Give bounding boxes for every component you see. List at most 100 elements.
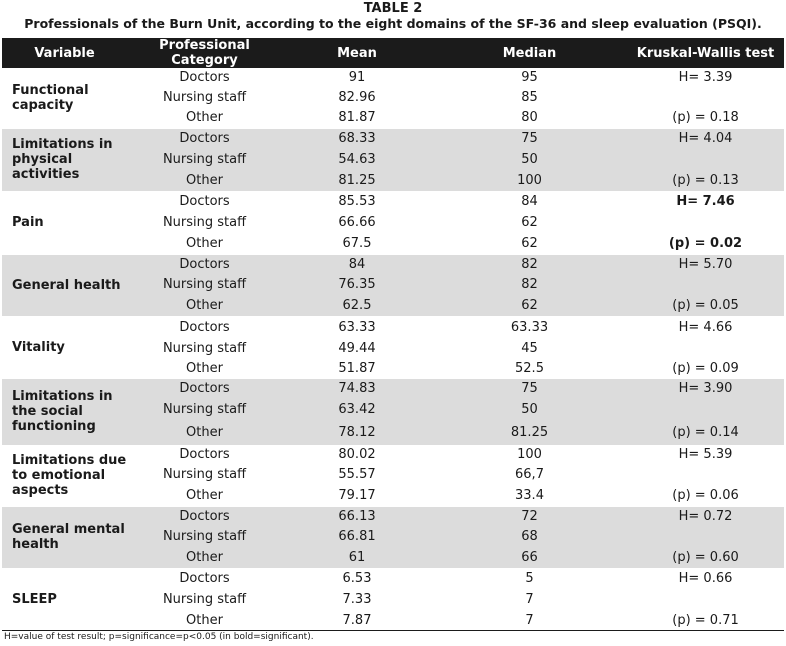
mean-cell: 85.53 — [282, 190, 432, 212]
median-cell: 33.4 — [515, 487, 544, 503]
kruskal-wallis-cell: (p) = 0.60 — [627, 547, 784, 568]
mean-cell: 74.83 — [282, 377, 432, 399]
kruskal-wallis-cell — [627, 212, 784, 233]
bottom-rule — [2, 630, 784, 631]
median-cell: 100 — [432, 170, 627, 191]
table-row: Other 61 66 (p) = 0.60 — [2, 547, 784, 568]
median-cell: 45 — [521, 341, 538, 356]
kruskal-wallis-cell: H= 4.04 — [627, 127, 784, 149]
median-cell: 52.5 — [515, 360, 544, 376]
header-median: Median — [432, 38, 627, 68]
table-row: Other 81.87 80 (p) = 0.18 — [2, 107, 784, 128]
median-cell: 80 — [521, 109, 538, 125]
table-row: Functional capacity Doctors 91 95 H= 3.39 — [2, 68, 784, 113]
category-cell: Nursing staff — [162, 592, 247, 607]
median-cell: 95 — [521, 70, 538, 85]
kruskal-wallis-cell: (p) = 0.02 — [668, 235, 743, 251]
mean-cell: 6.53 — [282, 567, 432, 589]
table-row: SLEEP Doctors 6.53 5 H= 0.66 — [2, 567, 784, 631]
category-cell: Doctors — [127, 505, 282, 526]
mean-cell: 80.02 — [282, 444, 432, 464]
header-row: Variable Professional Category Mean Medi… — [2, 38, 784, 68]
table-row: Nursing staff 76.35 82 — [2, 274, 784, 295]
median-cell: 7 — [525, 613, 534, 628]
kruskal-wallis-cell: H= 5.70 — [627, 253, 784, 274]
table-row: Nursing staff 82.96 85 — [2, 87, 784, 107]
table-row: Other 81.25 100 (p) = 0.13 — [2, 170, 784, 191]
category-cell: Nursing staff — [162, 215, 247, 230]
variable-cell: Functional capacity — [12, 82, 89, 113]
mean-cell: 67.5 — [342, 235, 372, 251]
kruskal-wallis-cell: H= 5.39 — [627, 444, 784, 464]
mean-cell: 76.35 — [282, 274, 432, 295]
median-cell: 75 — [432, 127, 627, 149]
kruskal-wallis-cell — [627, 589, 784, 610]
kruskal-wallis-cell: (p) = 0.18 — [672, 109, 739, 125]
mean-cell: 51.87 — [338, 360, 376, 376]
median-cell: 66,7 — [515, 467, 544, 482]
kruskal-wallis-cell — [627, 338, 784, 359]
table-row: Other 51.87 52.5 (p) = 0.09 — [2, 359, 784, 378]
table-subtitle: Professionals of the Burn Unit, accordin… — [24, 16, 762, 31]
table-row: Other 78.12 81.25 (p) = 0.14 — [2, 420, 784, 445]
median-cell: 62 — [432, 295, 627, 316]
median-cell: 82 — [432, 274, 627, 295]
category-cell: Nursing staff — [162, 341, 247, 356]
data-table: Variable Professional Category Mean Medi… — [2, 38, 784, 631]
median-cell: 75 — [432, 377, 627, 399]
variable-cell: Vitality — [2, 315, 127, 378]
table-row: Limitations in physical activities Doctor… — [2, 127, 784, 191]
kruskal-wallis-cell: H= 7.46 — [627, 190, 784, 212]
header-professional-category: Professional Category — [127, 38, 282, 68]
category-cell: Doctors — [179, 70, 230, 85]
category-cell: Nursing staff — [127, 399, 282, 420]
category-cell: Other — [127, 170, 282, 191]
kruskal-wallis-cell: H= 0.72 — [627, 505, 784, 526]
mean-cell: 68.33 — [282, 127, 432, 149]
mean-cell: 81.87 — [338, 109, 376, 125]
mean-cell: 81.25 — [282, 170, 432, 191]
category-cell: Nursing staff — [162, 89, 247, 105]
median-cell: 72 — [432, 505, 627, 526]
category-cell: Other — [127, 420, 282, 445]
category-cell: Other — [186, 360, 223, 376]
median-cell: 85 — [521, 89, 538, 105]
table-header: Variable Professional Category Mean Medi… — [2, 38, 784, 68]
category-cell: Other — [186, 487, 223, 503]
kruskal-wallis-cell: H= 3.39 — [678, 70, 733, 85]
mean-cell: 84 — [282, 253, 432, 274]
mean-cell: 66.81 — [282, 526, 432, 547]
kruskal-wallis-cell — [627, 274, 784, 295]
mean-cell: 91 — [348, 70, 366, 85]
table-row: Nursing staff 49.44 45 — [2, 338, 784, 359]
mean-cell: 62.5 — [282, 295, 432, 316]
median-cell: 84 — [432, 190, 627, 212]
median-cell: 81.25 — [432, 420, 627, 445]
mean-cell: 7.87 — [342, 613, 372, 628]
variable-cell: Limitations in physical activities — [2, 127, 127, 191]
kruskal-wallis-cell — [627, 149, 784, 170]
mean-cell: 63.33 — [282, 315, 432, 338]
mean-cell: 79.17 — [338, 487, 376, 503]
kruskal-wallis-cell: H= 3.90 — [627, 377, 784, 399]
table-row: General health Doctors 84 82 H= 5.70 — [2, 253, 784, 316]
table-row: Other 62.5 62 (p) = 0.05 — [2, 295, 784, 316]
median-cell: 50 — [432, 399, 627, 420]
median-cell: 50 — [432, 149, 627, 170]
variable-cell: Pain — [2, 190, 127, 254]
median-cell: 5 — [432, 567, 627, 589]
variable-cell: General health — [2, 253, 127, 316]
header-mean: Mean — [282, 38, 432, 68]
variable-cell: SLEEP — [2, 567, 127, 631]
median-cell: 100 — [432, 444, 627, 464]
mean-cell: 63.42 — [282, 399, 432, 420]
category-cell: Other — [186, 613, 223, 628]
median-cell: 68 — [432, 526, 627, 547]
variable-cell: General mental health — [2, 505, 127, 568]
variable-cell: Limitations due to emotional aspects — [2, 444, 127, 506]
kruskal-wallis-cell: (p) = 0.13 — [627, 170, 784, 191]
category-cell: Doctors — [127, 567, 282, 589]
category-cell: Doctors — [127, 377, 282, 399]
category-cell: Other — [127, 295, 282, 316]
category-cell: Doctors — [127, 127, 282, 149]
